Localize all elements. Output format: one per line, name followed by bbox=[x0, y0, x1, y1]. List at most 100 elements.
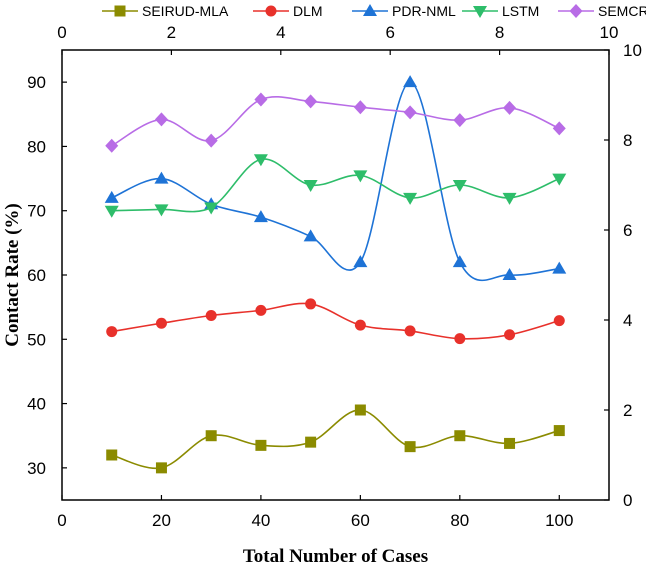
data-point-lstm bbox=[154, 204, 169, 217]
data-point-lstm bbox=[303, 180, 318, 192]
data-point-semcr bbox=[204, 133, 218, 148]
legend-label: LSTM bbox=[502, 3, 539, 19]
data-point-lstm bbox=[452, 180, 467, 192]
y-tick-label: 40 bbox=[27, 395, 46, 414]
data-point-lstm bbox=[104, 205, 119, 218]
y-tick-label: 70 bbox=[27, 202, 46, 221]
data-point-lstm bbox=[204, 202, 219, 215]
legend-marker bbox=[114, 5, 126, 17]
data-point-pdr-nml bbox=[552, 261, 567, 274]
data-point-semcr bbox=[304, 94, 318, 109]
y-tick-label: 90 bbox=[27, 73, 46, 92]
series-layer bbox=[104, 75, 567, 474]
left-y-axis: 30 40 50 60 70 80 90 bbox=[27, 73, 67, 478]
data-point-lstm bbox=[253, 154, 268, 167]
data-point-semcr bbox=[503, 100, 517, 115]
data-point-semcr bbox=[552, 121, 566, 136]
data-point-lstm bbox=[353, 170, 368, 183]
x-tick-label: 100 bbox=[545, 511, 573, 530]
legend-label: PDR-NML bbox=[392, 3, 456, 19]
data-point-seirud-mla bbox=[106, 449, 118, 461]
data-point-dlm bbox=[404, 325, 416, 337]
top-x-tick-label: 0 bbox=[57, 23, 66, 42]
legend-entry-pdr-nml: PDR-NML bbox=[352, 3, 456, 19]
data-point-dlm bbox=[553, 315, 565, 327]
top-x-tick-label: 10 bbox=[600, 23, 619, 42]
data-point-dlm bbox=[354, 319, 366, 331]
data-point-dlm bbox=[155, 317, 167, 329]
data-point-dlm bbox=[106, 326, 118, 338]
legend-entry-semcr: SEMCR bbox=[558, 3, 646, 19]
series-semcr bbox=[105, 92, 566, 153]
legend-marker bbox=[265, 5, 277, 17]
legend-entry-dlm: DLM bbox=[253, 3, 323, 19]
top-x-tick-label: 6 bbox=[385, 23, 394, 42]
right-y-tick-label: 4 bbox=[623, 311, 632, 330]
data-point-seirud-mla bbox=[155, 462, 167, 474]
series-line-dlm bbox=[111, 302, 560, 340]
x-tick-label: 80 bbox=[450, 511, 469, 530]
legend-entry-lstm: LSTM bbox=[462, 3, 539, 19]
x-tick-label: 20 bbox=[152, 511, 171, 530]
plot-frame bbox=[61, 49, 610, 501]
x-tick-label: 60 bbox=[351, 511, 370, 530]
legend-entry-seirud-mla: SEIRUD-MLA bbox=[102, 3, 229, 19]
data-point-dlm bbox=[205, 310, 217, 321]
data-point-semcr bbox=[403, 105, 417, 120]
top-x-tick-label: 2 bbox=[167, 23, 176, 42]
data-point-seirud-mla bbox=[504, 437, 516, 449]
data-point-seirud-mla bbox=[354, 404, 366, 416]
right-y-tick-label: 6 bbox=[623, 221, 632, 240]
data-point-seirud-mla bbox=[255, 439, 267, 451]
x-tick-label: 0 bbox=[57, 511, 66, 530]
data-point-seirud-mla bbox=[404, 441, 416, 453]
data-point-pdr-nml bbox=[104, 190, 119, 203]
top-x-axis: 0 2 4 6 8 10 bbox=[57, 23, 618, 55]
right-y-tick-label: 2 bbox=[623, 401, 632, 420]
data-point-lstm bbox=[403, 192, 418, 205]
series-dlm bbox=[106, 298, 565, 345]
data-point-seirud-mla bbox=[454, 430, 466, 442]
data-point-dlm bbox=[255, 304, 267, 316]
data-point-pdr-nml bbox=[452, 255, 467, 268]
legend-marker bbox=[569, 4, 583, 18]
y-tick-label: 80 bbox=[27, 137, 46, 156]
right-y-tick-label: 8 bbox=[623, 131, 632, 150]
data-point-semcr bbox=[453, 113, 467, 128]
data-point-pdr-nml bbox=[154, 171, 169, 184]
legend-label: SEMCR bbox=[598, 3, 646, 19]
legend-marker bbox=[473, 6, 487, 18]
legend-label: DLM bbox=[293, 3, 323, 19]
series-line-semcr bbox=[111, 96, 560, 147]
top-x-tick-label: 4 bbox=[276, 23, 285, 42]
series-seirud-mla bbox=[106, 404, 565, 474]
data-point-seirud-mla bbox=[553, 425, 565, 437]
data-point-semcr bbox=[105, 138, 119, 153]
x-axis-title: Total Number of Cases bbox=[243, 546, 428, 566]
right-y-tick-label: 10 bbox=[623, 41, 642, 60]
data-point-lstm bbox=[552, 173, 567, 186]
series-pdr-nml bbox=[104, 75, 567, 282]
data-point-dlm bbox=[454, 333, 466, 345]
data-point-semcr bbox=[353, 100, 367, 115]
data-point-pdr-nml bbox=[253, 210, 268, 223]
data-point-dlm bbox=[305, 298, 317, 310]
legend: SEIRUD-MLA DLM PDR-NML LSTM SEMCR bbox=[102, 3, 646, 19]
data-point-lstm bbox=[502, 192, 517, 205]
data-point-semcr bbox=[254, 92, 268, 107]
series-line-lstm bbox=[111, 158, 560, 213]
data-point-dlm bbox=[504, 329, 516, 341]
data-point-pdr-nml bbox=[303, 229, 318, 242]
data-point-pdr-nml bbox=[403, 75, 418, 88]
y-tick-label: 30 bbox=[27, 459, 46, 478]
data-point-semcr bbox=[154, 112, 168, 127]
data-point-seirud-mla bbox=[305, 436, 317, 448]
data-point-pdr-nml bbox=[353, 255, 368, 268]
data-point-seirud-mla bbox=[205, 430, 217, 442]
y-tick-label: 50 bbox=[27, 330, 46, 349]
legend-marker bbox=[363, 4, 377, 16]
series-line-seirud-mla bbox=[111, 409, 560, 470]
y-tick-label: 60 bbox=[27, 266, 46, 285]
x-tick-label: 40 bbox=[251, 511, 270, 530]
